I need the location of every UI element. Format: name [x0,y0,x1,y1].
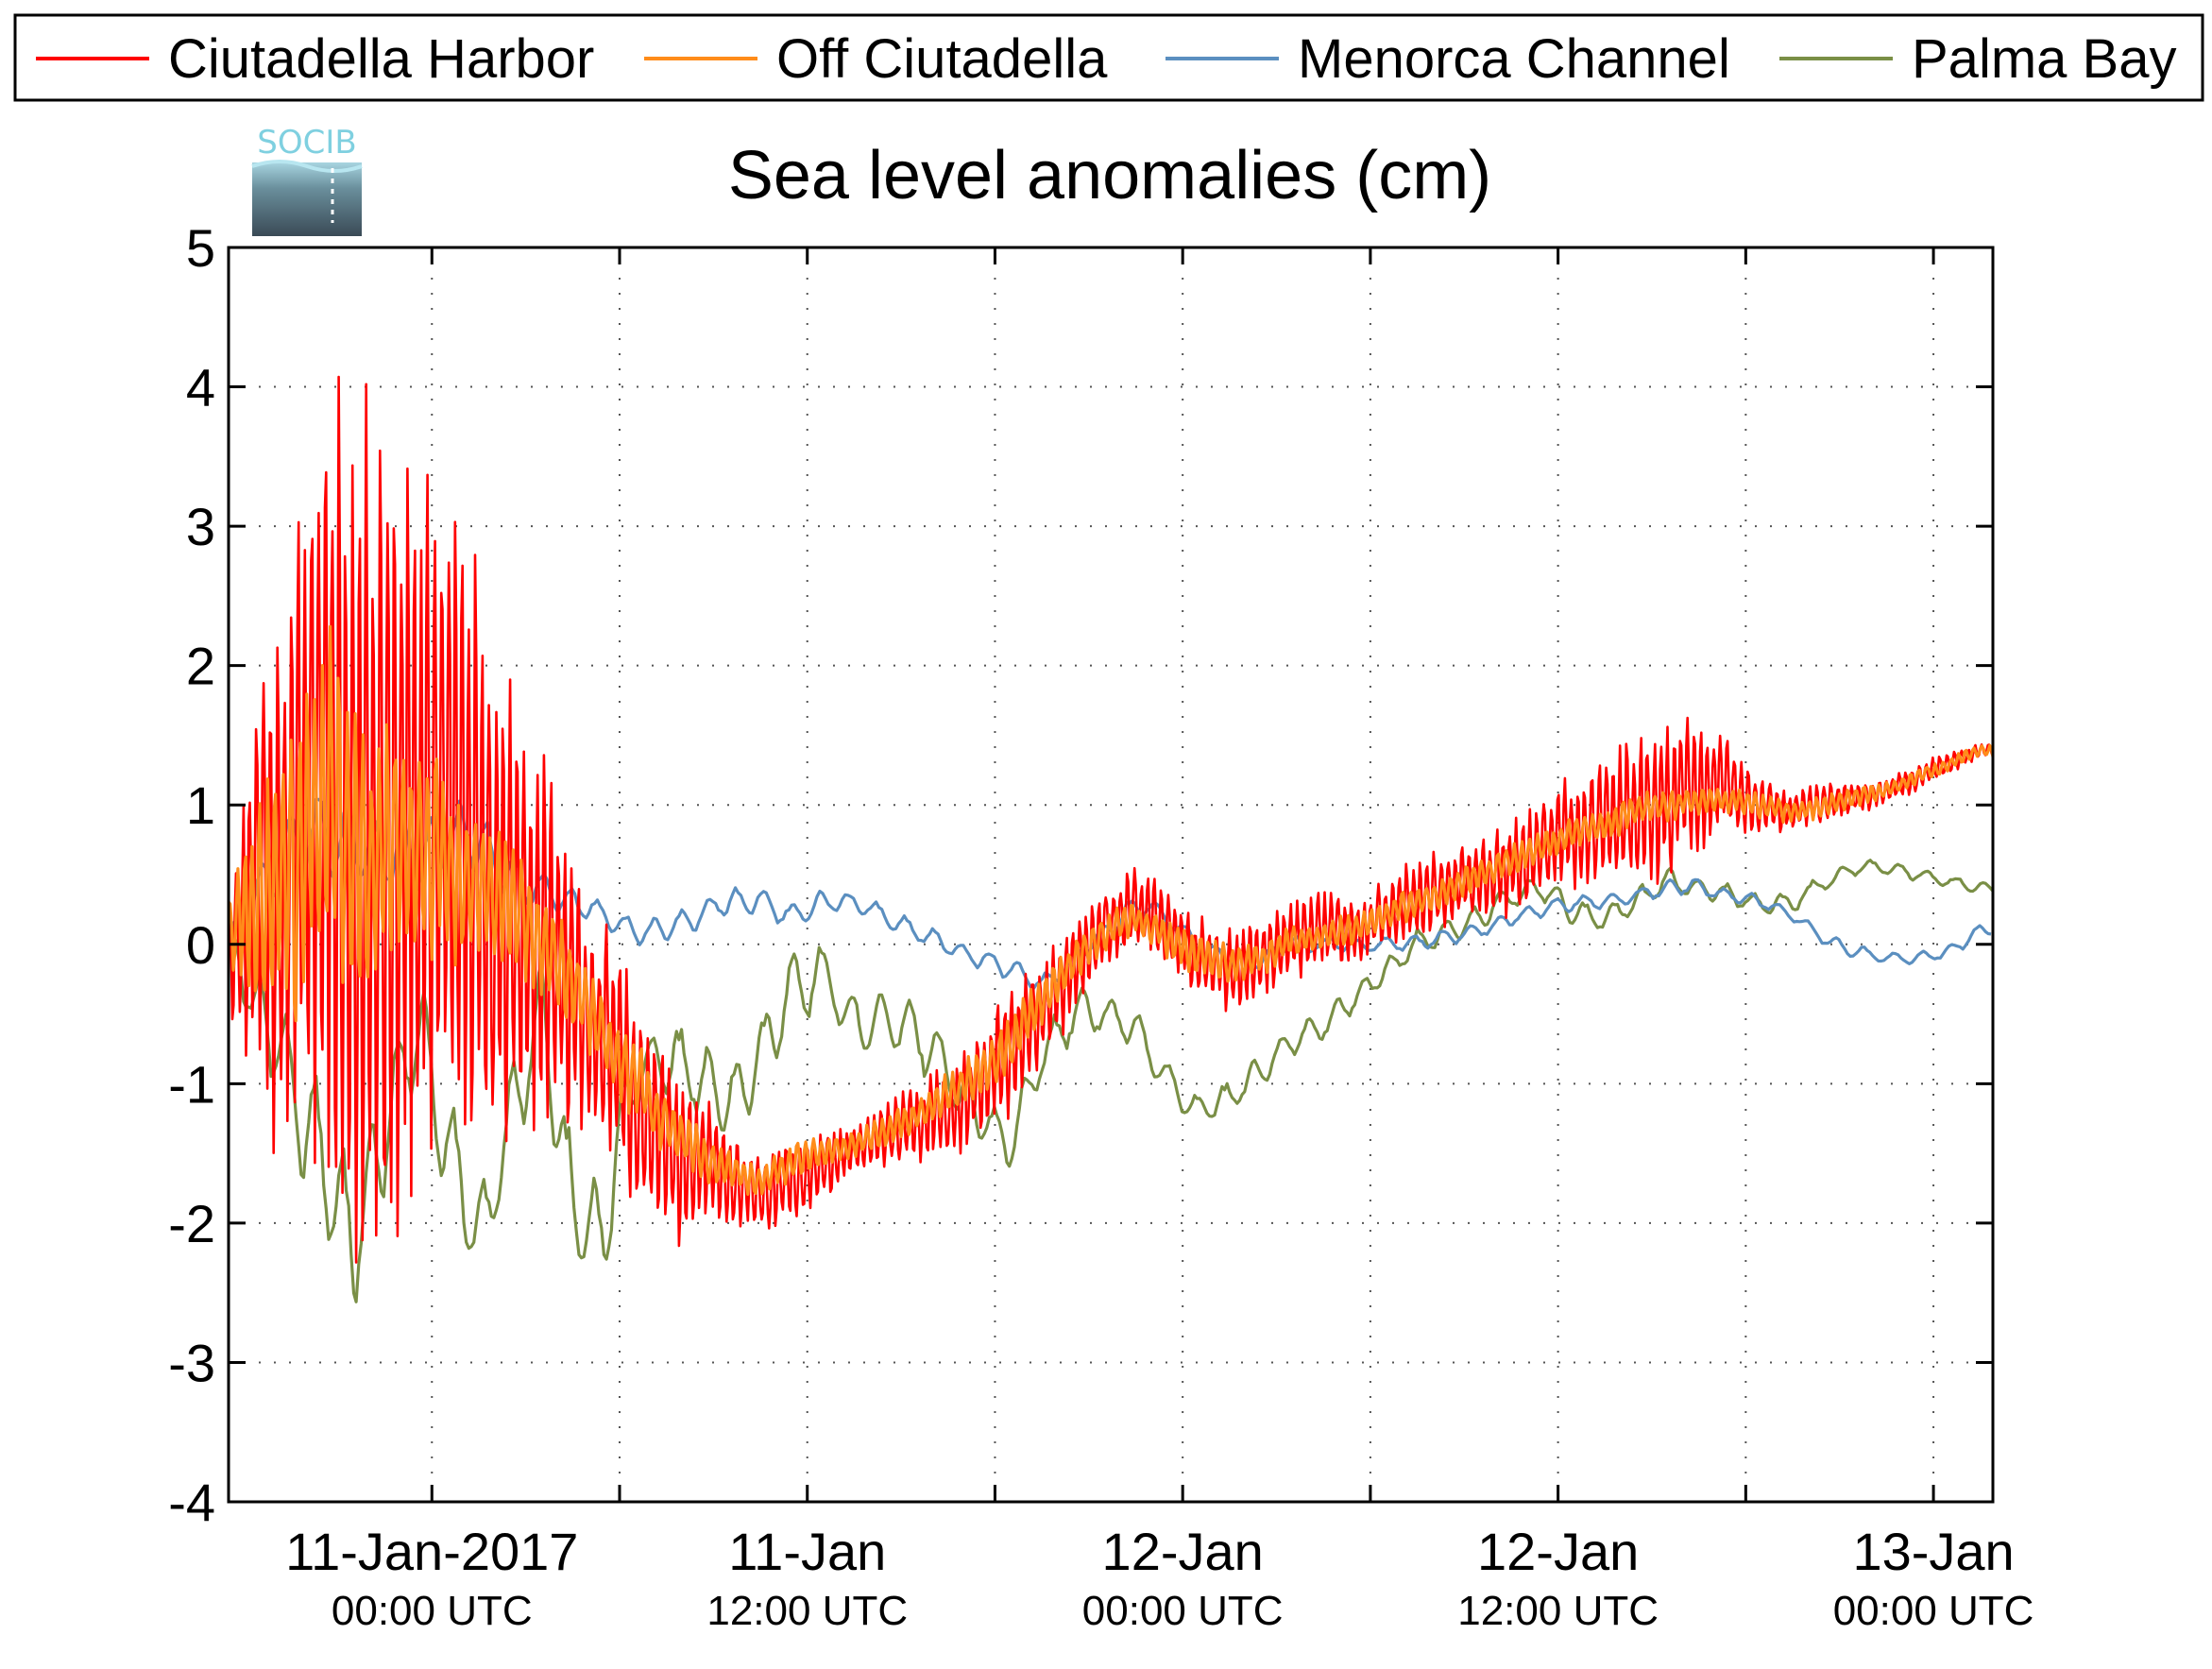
legend-label: Ciutadella Harbor [168,28,594,90]
y-tick-label: 0 [186,915,215,975]
y-tick-label: 3 [186,497,215,556]
logo-label: SOCIB [257,124,356,162]
x-tick-label: 12-Jan [1102,1522,1264,1581]
x-tick-label: 13-Jan [1852,1522,2014,1581]
legend-label: Palma Bay [1912,28,2176,90]
x-tick-sublabel: 12:00 UTC [706,1588,908,1634]
x-tick-label: 11-Jan-2017 [285,1522,578,1581]
chart-title: Sea level anomalies (cm) [728,138,1491,213]
logo-graphic [252,162,362,236]
y-tick-label: 4 [186,358,215,417]
x-tick-label: 11-Jan [728,1522,886,1581]
x-tick-labels: 11-Jan-2017 00:00 UTC 11-Jan 12:00 UTC 12-Ja… [285,1522,2033,1634]
legend-items: Ciutadella Harbor Off Ciutadella Menorca C… [36,28,2176,90]
x-tick-sublabel: 12:00 UTC [1457,1588,1659,1634]
plot-frame [227,246,1995,1504]
y-tick-label: -1 [168,1054,215,1114]
y-tick-label: 2 [186,637,215,696]
y-tick-label: 5 [186,218,215,278]
y-tick-labels: 5 4 3 2 1 0 -1 -2 -3 -4 [168,218,215,1532]
legend: Ciutadella Harbor Off Ciutadella Menorca C… [13,13,2204,102]
legend-label: Menorca Channel [1298,28,1730,90]
data-series [227,375,1995,1303]
legend-label: Off Ciutadella [776,28,1108,90]
x-tick-sublabel: 00:00 UTC [1082,1588,1284,1634]
logo-wave [251,160,363,173]
socib-logo: SOCIB [251,124,363,236]
x-tick-sublabel: 00:00 UTC [1833,1588,2034,1634]
series-line [227,624,1995,1197]
x-tick-sublabel: 00:00 UTC [332,1588,533,1634]
y-tick-label: -2 [168,1194,215,1253]
y-tick-label: 1 [186,775,215,835]
y-tick-label: -3 [168,1333,215,1392]
axis-ticks [229,246,1993,1504]
y-tick-label: -4 [168,1473,215,1532]
x-tick-label: 12-Jan [1477,1522,1639,1581]
